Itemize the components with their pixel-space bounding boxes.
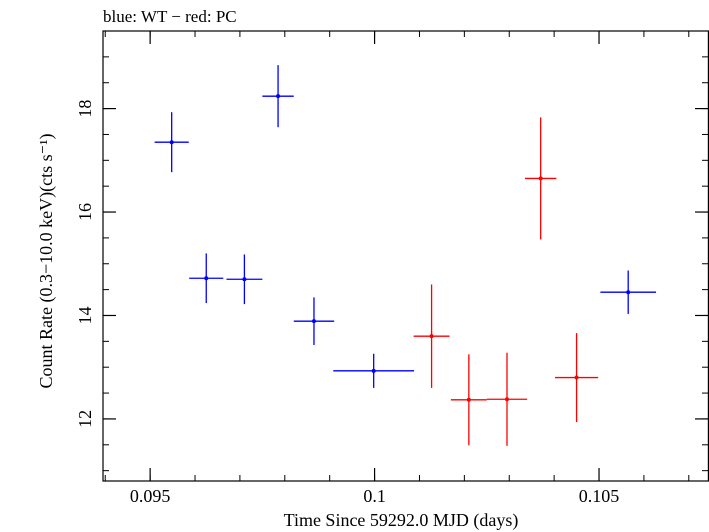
point-marker — [276, 94, 281, 99]
data-points — [154, 65, 657, 446]
data-point — [333, 353, 415, 388]
point-marker — [371, 368, 376, 373]
data-point — [293, 297, 335, 345]
data-point — [262, 65, 294, 128]
point-marker — [429, 334, 434, 339]
data-point — [524, 117, 557, 240]
y-axis-label: Count Rate (0.3−10.0 keV)(cts s⁻¹) — [36, 133, 57, 388]
axis-ticks — [103, 30, 708, 481]
point-marker — [242, 277, 247, 282]
x-tick-label: 0.105 — [579, 486, 620, 506]
chart-title: blue: WT − red: PC — [103, 7, 237, 26]
data-point — [486, 352, 528, 446]
point-marker — [204, 276, 209, 281]
x-tick-label: 0.095 — [130, 486, 171, 506]
tick-labels: 0.095 0.1 0.105 12 14 16 18 — [75, 100, 619, 506]
point-marker — [538, 176, 543, 181]
y-tick-label: 16 — [75, 203, 95, 221]
y-tick-label: 14 — [75, 306, 95, 324]
point-marker — [466, 397, 471, 402]
point-marker — [311, 319, 316, 324]
data-point — [226, 254, 263, 305]
data-point — [189, 253, 224, 304]
point-marker — [505, 397, 509, 402]
point-marker — [169, 140, 174, 145]
data-point — [600, 270, 657, 314]
point-marker — [574, 375, 579, 380]
x-axis-label: Time Since 59292.0 MJD (days) — [284, 510, 519, 531]
y-tick-label: 12 — [75, 410, 95, 428]
x-tick-label: 0.1 — [363, 486, 386, 506]
data-point — [413, 284, 450, 388]
plot-frame — [102, 30, 709, 482]
y-tick-label: 18 — [75, 100, 95, 118]
data-point — [154, 112, 189, 173]
point-marker — [626, 290, 631, 295]
data-point — [555, 333, 599, 423]
data-point — [450, 354, 487, 446]
